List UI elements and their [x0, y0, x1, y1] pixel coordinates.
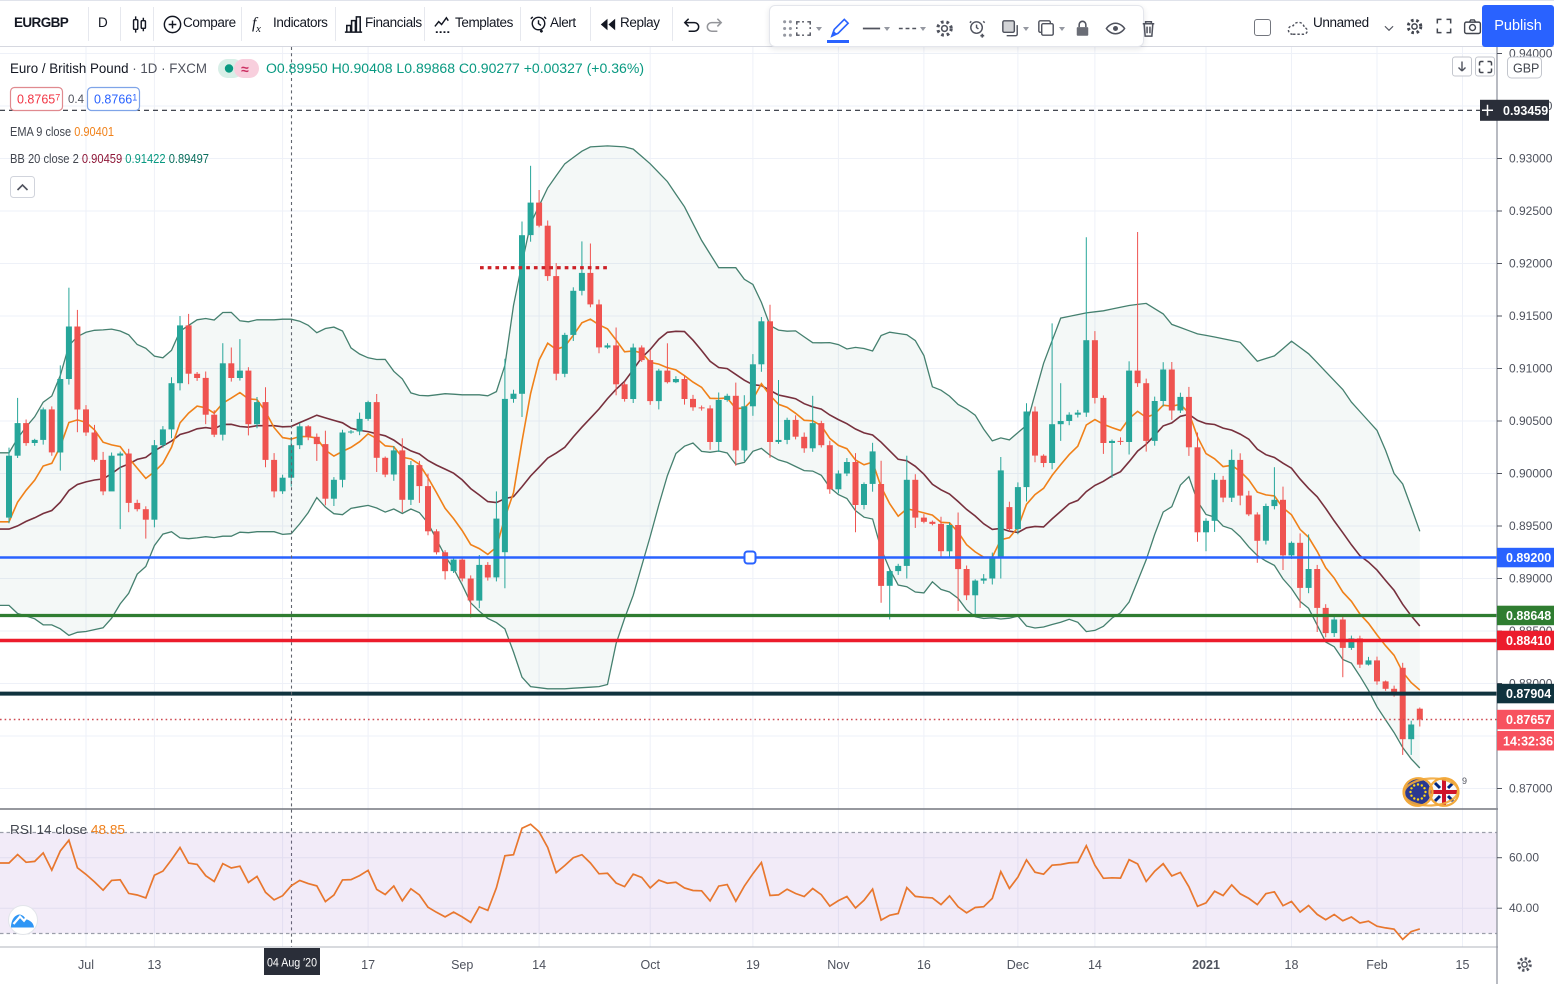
svg-text:Sep: Sep [451, 958, 473, 972]
svg-text:14:32:36: 14:32:36 [1503, 735, 1553, 749]
svg-text:0.89200: 0.89200 [1506, 551, 1551, 565]
svg-text:Oct: Oct [640, 958, 660, 972]
svg-text:BB 20 close 2 0.90459 0.91422: BB 20 close 2 0.90459 0.91422 0.89497 [10, 151, 209, 166]
svg-text:0.87657: 0.87657 [17, 93, 60, 107]
svg-text:Jul: Jul [78, 958, 94, 972]
svg-text:0.93000: 0.93000 [1509, 152, 1553, 166]
svg-text:04 Aug ′20: 04 Aug ′20 [267, 956, 317, 970]
svg-text:2021: 2021 [1192, 958, 1220, 972]
svg-text:Nov: Nov [827, 958, 850, 972]
svg-text:0.89500: 0.89500 [1509, 519, 1553, 533]
svg-text:0.92500: 0.92500 [1509, 204, 1553, 218]
svg-text:Feb: Feb [1366, 958, 1388, 972]
svg-text:≈: ≈ [241, 61, 249, 77]
svg-text:0.87000: 0.87000 [1509, 782, 1553, 796]
svg-text:14: 14 [532, 958, 546, 972]
svg-text:Dec: Dec [1007, 958, 1029, 972]
svg-text:17: 17 [361, 958, 375, 972]
svg-text:0.92000: 0.92000 [1509, 257, 1553, 271]
svg-text:0.91500: 0.91500 [1509, 309, 1553, 323]
svg-text:0.88410: 0.88410 [1506, 634, 1551, 648]
svg-text:9: 9 [1462, 776, 1467, 786]
svg-text:0.90000: 0.90000 [1509, 467, 1553, 481]
svg-text:0.87657: 0.87657 [1506, 713, 1551, 727]
svg-text:RSI 14 close 48.85: RSI 14 close 48.85 [10, 822, 125, 837]
svg-text:O0.89950 H0.90408 L0.89868 C0.: O0.89950 H0.90408 L0.89868 C0.90277 +0.0… [266, 61, 644, 76]
svg-text:13: 13 [147, 958, 161, 972]
svg-text:0.4: 0.4 [68, 94, 85, 106]
svg-text:0.89000: 0.89000 [1509, 572, 1553, 586]
svg-text:GBP: GBP [1513, 62, 1539, 76]
svg-text:0.91000: 0.91000 [1509, 362, 1553, 376]
svg-text:0.88648: 0.88648 [1506, 609, 1551, 623]
svg-text:0.87661: 0.87661 [94, 93, 137, 107]
svg-text:0.90500: 0.90500 [1509, 414, 1553, 428]
svg-text:15: 15 [1456, 958, 1470, 972]
svg-text:14: 14 [1088, 958, 1102, 972]
svg-text:Euro / British Pound · 1D · FX: Euro / British Pound · 1D · FXCM [10, 60, 207, 76]
svg-text:40.00: 40.00 [1509, 901, 1539, 915]
svg-text:60.00: 60.00 [1509, 851, 1539, 865]
svg-text:0.87904: 0.87904 [1506, 687, 1551, 701]
svg-text:EMA 9 close 0.90401: EMA 9 close 0.90401 [10, 124, 114, 139]
svg-text:0.93459: 0.93459 [1503, 104, 1548, 118]
svg-text:19: 19 [746, 958, 760, 972]
svg-text:16: 16 [917, 958, 931, 972]
svg-text:18: 18 [1285, 958, 1299, 972]
